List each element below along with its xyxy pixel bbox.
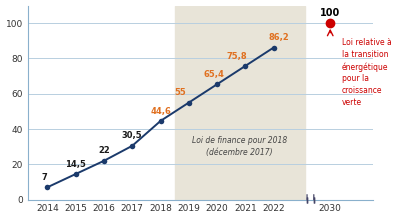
Text: Loi de finance pour 2018
(décembre 2017): Loi de finance pour 2018 (décembre 2017)	[192, 136, 287, 157]
Text: 14,5: 14,5	[65, 160, 86, 169]
Text: Loi relative à
la transition
énergétique
pour la
croissance
verte: Loi relative à la transition énergétique…	[342, 38, 391, 107]
Text: 30,5: 30,5	[122, 131, 143, 141]
Text: 86,2: 86,2	[269, 33, 290, 42]
Text: 55: 55	[174, 88, 186, 97]
Bar	[175, 5, 305, 200]
Text: 22: 22	[98, 147, 110, 155]
Text: 7: 7	[42, 173, 48, 182]
Text: 100: 100	[320, 8, 340, 18]
Text: 44,6: 44,6	[150, 107, 171, 116]
Text: 75,8: 75,8	[227, 52, 247, 61]
Text: 65,4: 65,4	[204, 70, 225, 79]
